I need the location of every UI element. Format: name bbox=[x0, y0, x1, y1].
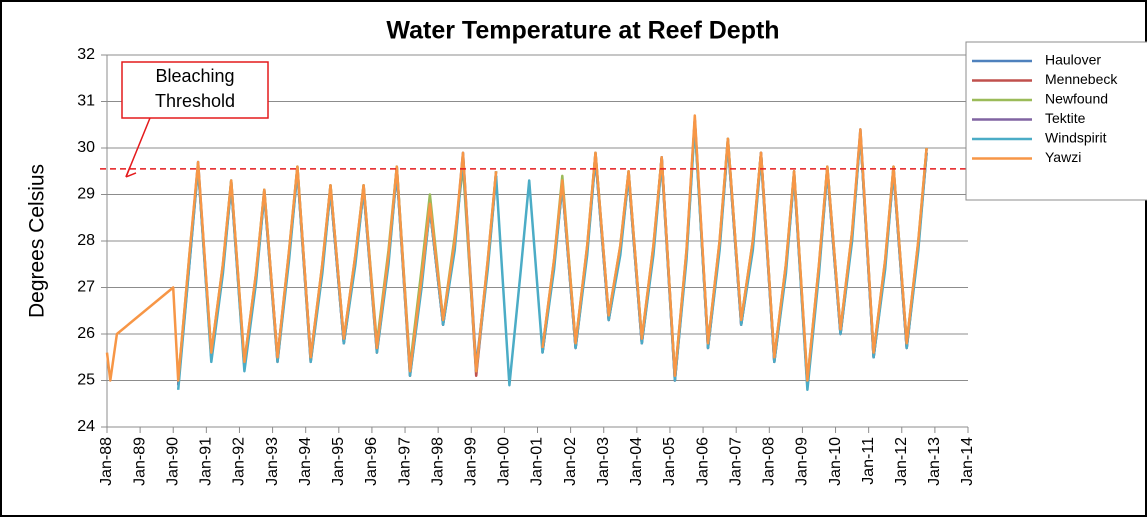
legend-box bbox=[965, 41, 1147, 201]
x-tick-label: Jan-92 bbox=[231, 437, 248, 486]
y-tick-label: 27 bbox=[77, 279, 95, 296]
x-tick-label: Jan-99 bbox=[462, 437, 479, 486]
x-tick-label: Jan-10 bbox=[827, 437, 844, 486]
x-tick-label: Jan-96 bbox=[363, 437, 380, 486]
x-tick-label: Jan-00 bbox=[496, 437, 513, 486]
legend-label: Mennebeck bbox=[1045, 71, 1118, 87]
x-tick-label: Jan-94 bbox=[297, 437, 314, 486]
y-tick-label: 31 bbox=[77, 93, 95, 110]
x-tick-label: Jan-11 bbox=[860, 437, 877, 485]
x-tick-label: Jan-14 bbox=[959, 437, 976, 486]
legend-label: Windspirit bbox=[1045, 130, 1107, 146]
x-tick-label: Jan-02 bbox=[562, 437, 579, 486]
x-tick-label: Jan-13 bbox=[926, 437, 943, 486]
y-tick-label: 24 bbox=[77, 418, 95, 435]
annotation-box bbox=[121, 61, 269, 119]
x-tick-label: Jan-08 bbox=[761, 437, 778, 486]
x-tick-label: Jan-91 bbox=[198, 437, 215, 486]
annotation-text: Threshold bbox=[155, 91, 235, 111]
chart-title: Water Temperature at Reef Depth bbox=[386, 17, 779, 45]
x-tick-label: Jan-97 bbox=[396, 437, 413, 486]
x-tick-label: Jan-04 bbox=[628, 437, 645, 486]
x-tick-label: Jan-95 bbox=[330, 437, 347, 486]
legend-label: Newfound bbox=[1045, 91, 1108, 107]
legend-label: Yawzi bbox=[1045, 149, 1081, 165]
x-tick-label: Jan-89 bbox=[131, 437, 148, 486]
x-tick-label: Jan-93 bbox=[264, 437, 281, 486]
series-line bbox=[105, 114, 928, 382]
x-tick-label: Jan-07 bbox=[727, 437, 744, 486]
x-tick-label: Jan-88 bbox=[98, 437, 115, 486]
legend-label: Tektite bbox=[1045, 110, 1086, 126]
x-tick-label: Jan-01 bbox=[529, 437, 546, 486]
annotation-arrowhead bbox=[125, 166, 137, 178]
x-tick-label: Jan-05 bbox=[661, 437, 678, 486]
x-tick-label: Jan-03 bbox=[595, 437, 612, 486]
y-tick-label: 26 bbox=[77, 325, 95, 342]
y-tick-label: 32 bbox=[77, 46, 95, 63]
annotation-text: Bleaching bbox=[155, 66, 234, 86]
x-tick-label: Jan-90 bbox=[164, 437, 181, 486]
y-axis-label: Degrees Celsius bbox=[26, 164, 49, 318]
x-tick-label: Jan-09 bbox=[794, 437, 811, 486]
x-tick-label: Jan-12 bbox=[893, 437, 910, 486]
y-tick-label: 25 bbox=[77, 372, 95, 389]
x-tick-label: Jan-98 bbox=[429, 437, 446, 486]
legend-label: Haulover bbox=[1045, 52, 1101, 68]
y-tick-label: 28 bbox=[77, 232, 95, 249]
y-tick-label: 30 bbox=[77, 139, 95, 156]
x-tick-label: Jan-06 bbox=[694, 437, 711, 486]
y-tick-label: 29 bbox=[77, 186, 95, 203]
